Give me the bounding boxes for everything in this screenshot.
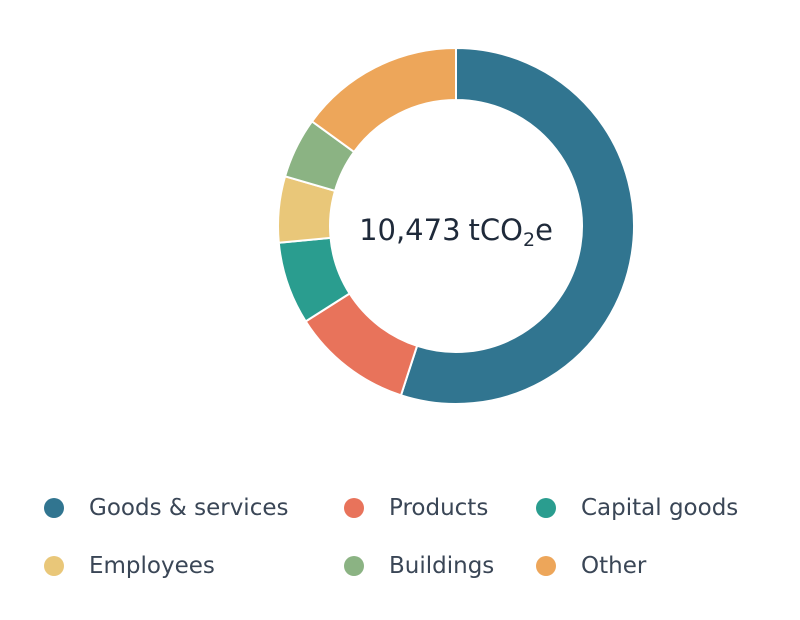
center-unit-suffix: e	[535, 213, 553, 247]
legend-swatch	[44, 498, 64, 518]
legend-label: Goods & services	[89, 495, 289, 521]
legend-swatch	[344, 498, 364, 518]
donut-chart-svg: 10,473 tCO2e	[277, 46, 635, 405]
legend-label: Buildings	[389, 553, 495, 579]
center-total-value: 10,473	[359, 213, 460, 247]
center-unit-prefix: tCO	[469, 213, 523, 247]
legend-swatch	[536, 556, 556, 576]
donut-slice-other[interactable]	[310, 46, 457, 154]
legend-item-employees[interactable]: Employees	[44, 544, 215, 588]
donut-slice-goods-services[interactable]	[399, 46, 635, 405]
legend-swatch	[44, 556, 64, 576]
donut-slices	[277, 46, 635, 405]
legend-label: Other	[581, 553, 647, 579]
legend-item-capital-goods[interactable]: Capital goods	[536, 486, 738, 530]
legend-item-products[interactable]: Products	[344, 486, 488, 530]
legend-swatch	[344, 556, 364, 576]
legend-label: Products	[389, 495, 489, 521]
chart-legend: Goods & services Products Capital goods …	[44, 486, 764, 596]
center-total-label: 10,473 tCO2e	[359, 213, 553, 251]
legend-label: Capital goods	[581, 495, 739, 521]
center-unit-subscript: 2	[523, 229, 535, 251]
legend-item-goods-services[interactable]: Goods & services	[44, 486, 288, 530]
legend-item-other[interactable]: Other	[536, 544, 646, 588]
legend-swatch	[536, 498, 556, 518]
legend-label: Employees	[89, 553, 215, 579]
legend-item-buildings[interactable]: Buildings	[344, 544, 494, 588]
